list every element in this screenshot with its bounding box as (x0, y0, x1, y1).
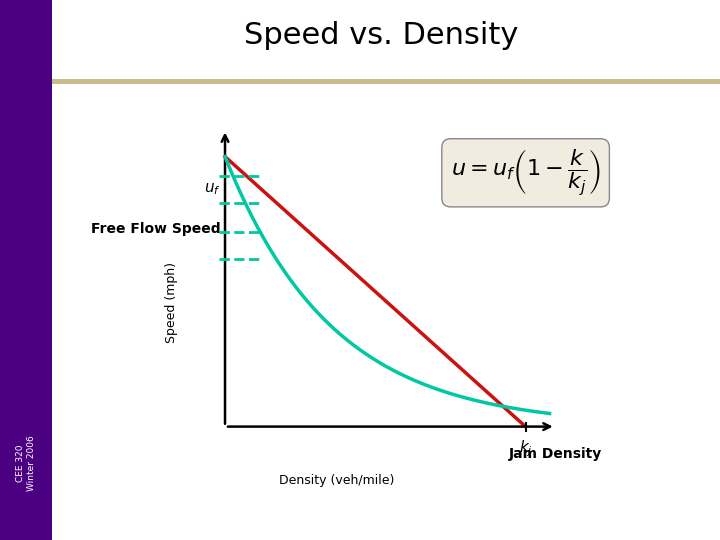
Text: Jam Density: Jam Density (509, 447, 602, 461)
Text: $k_j$: $k_j$ (518, 438, 532, 460)
Text: $u = u_f\left(1 - \dfrac{k}{k_j}\right)$: $u = u_f\left(1 - \dfrac{k}{k_j}\right)$ (451, 147, 600, 198)
Text: $u_f$: $u_f$ (204, 181, 220, 197)
Text: CEE 320
Winter 2006: CEE 320 Winter 2006 (17, 436, 35, 491)
Text: Speed (mph): Speed (mph) (165, 262, 178, 343)
Text: Density (veh/mile): Density (veh/mile) (279, 474, 395, 487)
Text: Speed vs. Density: Speed vs. Density (244, 21, 519, 50)
Text: Free Flow Speed: Free Flow Speed (91, 222, 220, 237)
